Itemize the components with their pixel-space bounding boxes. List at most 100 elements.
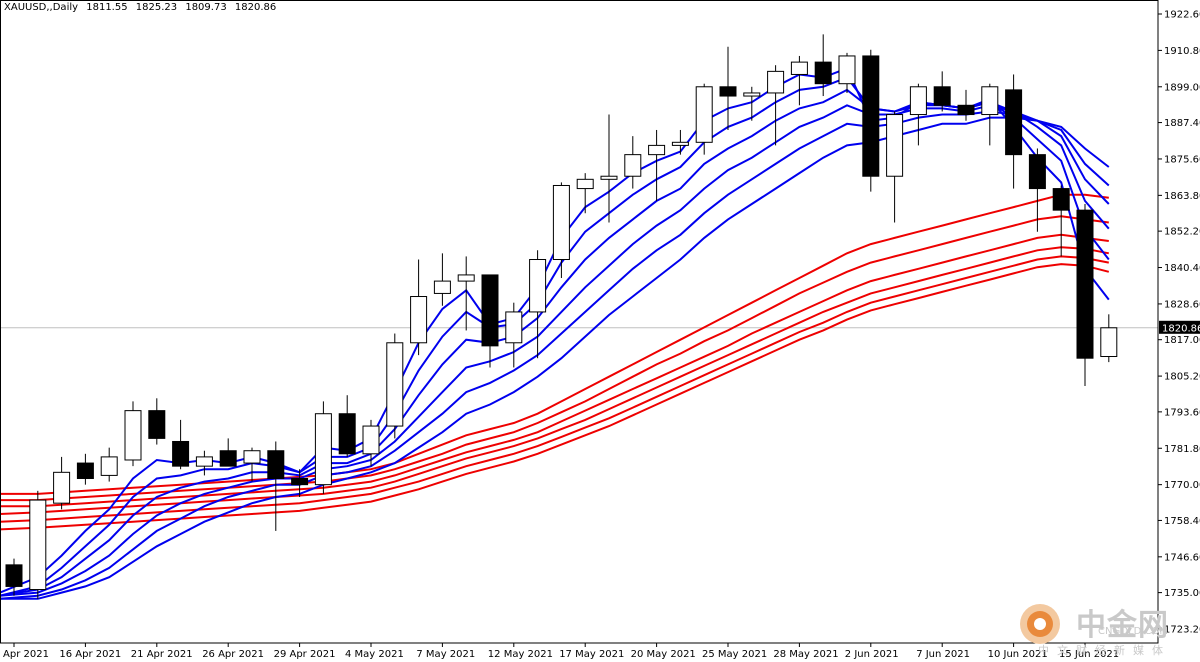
bull-candle-body xyxy=(790,61,808,75)
short-ema-line-3 xyxy=(0,104,1110,597)
y-tick-label: 1758.40 xyxy=(1164,516,1200,527)
candle xyxy=(909,83,927,146)
candle xyxy=(148,398,166,445)
y-tick-label: 1899.00 xyxy=(1164,82,1200,93)
candle xyxy=(100,447,118,482)
x-tick-label: 25 May 2021 xyxy=(702,649,767,660)
candle xyxy=(862,49,880,192)
low-value: 1809.73 xyxy=(185,2,227,13)
candle xyxy=(5,558,23,596)
x-tick-label: 10 Jun 2021 xyxy=(988,649,1048,660)
bull-candle-body xyxy=(909,86,927,116)
bull-candle-body xyxy=(552,184,570,261)
watermark: 中金网 CNGOLD.COM 中文财经新媒体 xyxy=(1018,598,1188,658)
y-tick-label: 1910.80 xyxy=(1164,46,1200,57)
candle xyxy=(1052,185,1070,257)
y-tick-label: 1770.00 xyxy=(1164,480,1200,491)
y-tick-label: 1735.00 xyxy=(1164,588,1200,599)
candle xyxy=(1005,74,1023,189)
bull-candle-body xyxy=(695,86,713,143)
candle xyxy=(719,46,737,130)
candle xyxy=(124,401,142,467)
y-tick-label: 1852.20 xyxy=(1164,227,1200,238)
y-tick-label: 1922.60 xyxy=(1164,10,1200,21)
short-ema-line-1 xyxy=(0,76,1110,597)
x-tick-label: 12 May 2021 xyxy=(488,649,553,660)
y-tick-label: 1840.40 xyxy=(1164,263,1200,274)
bull-candle-body xyxy=(433,280,451,294)
x-tick-label: 16 Apr 2021 xyxy=(59,649,121,660)
y-tick-label: 1875.60 xyxy=(1164,154,1200,165)
open-value: 1811.55 xyxy=(86,2,128,13)
x-tick-label: 2 Jun 2021 xyxy=(845,649,899,660)
candle xyxy=(648,129,666,201)
candle xyxy=(814,34,832,97)
candle xyxy=(624,136,642,189)
close-value: 1820.86 xyxy=(234,2,277,13)
candle xyxy=(790,55,808,106)
bear-candle-body xyxy=(814,61,832,85)
y-tick-label: 1781.80 xyxy=(1164,444,1200,455)
plot-border xyxy=(0,0,1159,644)
candle xyxy=(362,419,380,467)
candle xyxy=(243,447,261,482)
bear-candle-body xyxy=(1052,188,1070,211)
candle xyxy=(1076,203,1094,386)
candle xyxy=(457,256,475,331)
candle xyxy=(505,302,523,368)
candle xyxy=(29,490,47,599)
candle xyxy=(552,182,570,279)
x-tick-label: 15 Jun 2021 xyxy=(1059,649,1119,660)
y-tick-label: 1746.60 xyxy=(1164,552,1200,563)
candle xyxy=(338,395,356,457)
current-price-badge xyxy=(1159,320,1200,334)
bull-candle-body xyxy=(386,342,404,427)
candle xyxy=(172,419,190,470)
x-tick-label: 17 May 2021 xyxy=(559,649,624,660)
bull-candle-body xyxy=(1100,327,1118,358)
candle xyxy=(671,129,689,155)
bear-candle-body xyxy=(719,86,737,97)
candle xyxy=(1028,148,1046,232)
x-tick-label: 7 May 2021 xyxy=(416,649,475,660)
bear-candle-body xyxy=(1005,89,1023,156)
candle xyxy=(957,89,975,121)
bull-candle-body xyxy=(410,296,428,344)
bull-candle-body xyxy=(100,456,118,476)
candle xyxy=(433,253,451,306)
bull-candle-body xyxy=(600,175,618,180)
watermark-subtitle: 中文财经新媒体 xyxy=(1038,644,1171,657)
candle xyxy=(219,438,237,467)
bear-candle-body xyxy=(267,450,285,479)
x-tick-label: 29 Apr 2021 xyxy=(274,649,336,660)
candle xyxy=(386,333,404,439)
bear-candle-body xyxy=(957,104,975,116)
y-tick-label: 1863.80 xyxy=(1164,191,1200,202)
bull-candle-body xyxy=(195,456,213,467)
bear-candle-body xyxy=(219,450,237,467)
bear-candle-body xyxy=(481,274,499,347)
y-tick-label: 1723.20 xyxy=(1164,625,1200,636)
candle xyxy=(576,173,594,214)
candle xyxy=(53,456,71,510)
bear-candle-body xyxy=(1028,154,1046,190)
x-tick-label: 20 May 2021 xyxy=(631,649,696,660)
y-tick-label: 1887.40 xyxy=(1164,118,1200,129)
bear-candle-body xyxy=(1076,209,1094,359)
candle xyxy=(767,65,785,146)
bull-candle-body xyxy=(886,114,904,177)
cngold-logo-icon xyxy=(1020,604,1060,644)
bull-candle-body xyxy=(648,144,666,156)
bear-candle-body xyxy=(933,86,951,106)
bear-candle-body xyxy=(338,413,356,455)
watermark-brand-cn: 中金网 xyxy=(1076,608,1169,643)
chart-header: XAUUSD,,Daily 1811.55 1825.23 1809.73 18… xyxy=(4,2,281,13)
bull-candle-body xyxy=(362,425,380,455)
y-tick-label: 1817.00 xyxy=(1164,335,1200,346)
candle xyxy=(529,250,547,359)
candle xyxy=(600,114,618,223)
high-value: 1825.23 xyxy=(135,2,178,13)
bear-candle-body xyxy=(76,462,94,479)
